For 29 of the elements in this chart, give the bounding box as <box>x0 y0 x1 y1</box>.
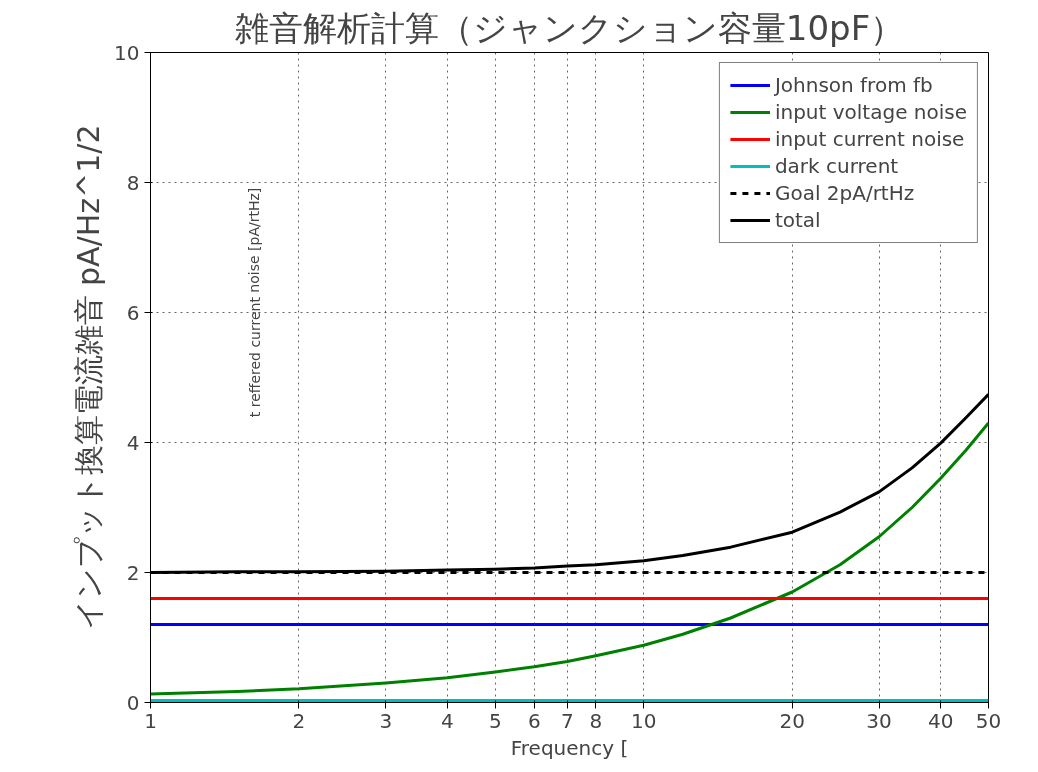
chart-title: 雑音解析計算（ジャンクション容量10pF） <box>234 7 905 48</box>
x-tick-label: 7 <box>560 708 574 733</box>
legend-label: dark current <box>774 154 899 178</box>
x-tick-label: 20 <box>779 708 805 733</box>
legend-label: Goal 2pA/rtHz <box>774 181 915 205</box>
x-tick-label: 4 <box>441 708 454 733</box>
x-axis-title: Frequency [ <box>510 735 629 760</box>
x-tick-label: 30 <box>866 708 892 733</box>
legend-label: total <box>774 208 821 232</box>
y-tick-label: 4 <box>126 430 140 455</box>
y-tick-label: 2 <box>126 560 140 585</box>
y-tick-label: 8 <box>126 170 140 195</box>
x-tick-label: 1 <box>144 708 157 733</box>
x-tick-label: 3 <box>379 708 393 733</box>
x-tick-label: 10 <box>631 708 657 733</box>
legend-label: input voltage noise <box>774 100 967 124</box>
legend-label: Johnson from fb <box>774 73 933 97</box>
x-tick-label: 5 <box>488 708 502 733</box>
y-tick-label: 10 <box>114 40 140 65</box>
x-tick-label: 40 <box>927 708 954 733</box>
x-tick-label: 50 <box>975 708 1002 733</box>
y-tick-label: 6 <box>126 300 140 325</box>
x-tick-label: 6 <box>527 708 541 733</box>
y-tick-label: 0 <box>126 690 140 715</box>
x-tick-label: 8 <box>589 708 603 733</box>
x-tick-label: 2 <box>292 708 306 733</box>
legend-label: input current noise <box>774 127 965 151</box>
annotation: t reffered current noise [pA/rtHz] <box>246 187 263 418</box>
y-axis-title: インプット換算電流雑音 pA/Hz^1/2 <box>71 124 107 631</box>
